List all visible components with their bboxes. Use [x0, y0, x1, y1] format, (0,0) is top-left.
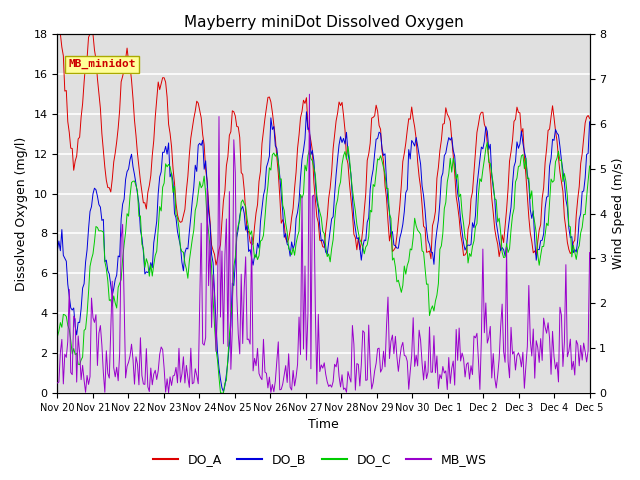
Text: MB_minidot: MB_minidot [68, 59, 136, 69]
Title: Mayberry miniDot Dissolved Oxygen: Mayberry miniDot Dissolved Oxygen [184, 15, 463, 30]
Y-axis label: Wind Speed (m/s): Wind Speed (m/s) [612, 158, 625, 269]
Y-axis label: Dissolved Oxygen (mg/l): Dissolved Oxygen (mg/l) [15, 136, 28, 291]
Legend: DO_A, DO_B, DO_C, MB_WS: DO_A, DO_B, DO_C, MB_WS [148, 448, 492, 471]
X-axis label: Time: Time [308, 419, 339, 432]
